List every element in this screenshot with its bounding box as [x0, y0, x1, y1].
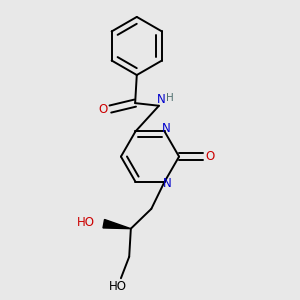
- Polygon shape: [103, 220, 131, 229]
- Text: HO: HO: [76, 216, 94, 229]
- Text: N: N: [163, 177, 172, 190]
- Text: O: O: [98, 103, 108, 116]
- Text: N: N: [157, 93, 166, 106]
- Text: O: O: [206, 150, 215, 163]
- Text: HO: HO: [109, 280, 127, 293]
- Text: H: H: [166, 94, 173, 103]
- Text: N: N: [162, 122, 171, 135]
